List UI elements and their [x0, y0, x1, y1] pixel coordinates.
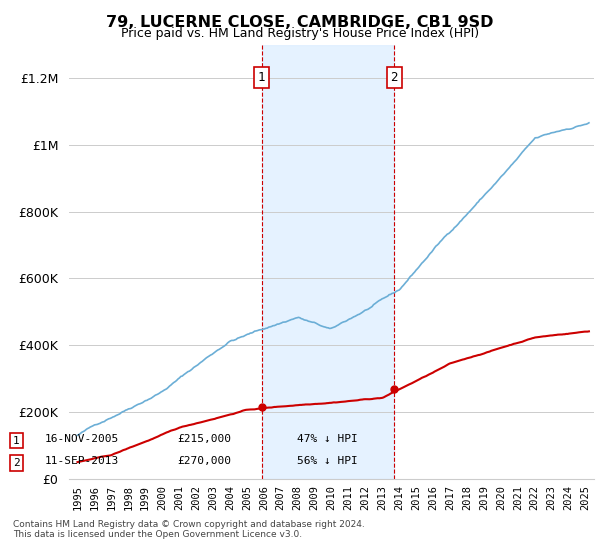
Text: 47% ↓ HPI: 47% ↓ HPI	[297, 434, 358, 444]
Text: 2: 2	[391, 71, 398, 84]
Bar	[262, 45, 394, 479]
Text: 1: 1	[258, 71, 265, 84]
Text: Price paid vs. HM Land Registry's House Price Index (HPI): Price paid vs. HM Land Registry's House …	[121, 27, 479, 40]
Text: 1: 1	[13, 436, 20, 446]
Text: 2: 2	[13, 458, 20, 468]
Text: £215,000: £215,000	[177, 434, 231, 444]
Text: 11-SEP-2013: 11-SEP-2013	[45, 456, 119, 466]
Text: 16-NOV-2005: 16-NOV-2005	[45, 434, 119, 444]
Text: £270,000: £270,000	[177, 456, 231, 466]
Text: 79, LUCERNE CLOSE, CAMBRIDGE, CB1 9SD: 79, LUCERNE CLOSE, CAMBRIDGE, CB1 9SD	[106, 15, 494, 30]
Text: 56% ↓ HPI: 56% ↓ HPI	[297, 456, 358, 466]
Text: Contains HM Land Registry data © Crown copyright and database right 2024.
This d: Contains HM Land Registry data © Crown c…	[13, 520, 365, 539]
